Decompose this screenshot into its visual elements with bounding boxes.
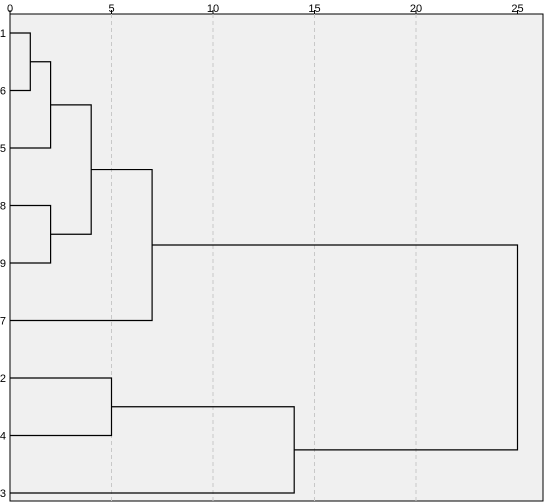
leaf-label-3: 3	[0, 488, 6, 500]
x-tick-label: 15	[308, 3, 320, 15]
x-tick-label: 0	[7, 3, 13, 15]
plot-area	[9, 13, 544, 502]
link-H	[152, 244, 519, 451]
x-tick-label: 10	[207, 3, 219, 15]
x-tick-label: 20	[410, 3, 422, 15]
leaf-label-1: 1	[0, 28, 6, 40]
leaf-label-5: 5	[0, 143, 6, 155]
dendrogram-links	[10, 32, 519, 494]
x-tick-label: 25	[511, 3, 523, 15]
leaf-label-7: 7	[0, 316, 6, 328]
leaf-label-2: 2	[0, 373, 6, 385]
leaf-labels: 1 6 5 8 9 7 2 4 3	[0, 28, 6, 500]
leaf-label-4: 4	[0, 431, 6, 443]
x-tick-label: 5	[108, 3, 114, 15]
leaf-label-9: 9	[0, 258, 6, 270]
leaf-label-6: 6	[0, 86, 6, 98]
x-axis-ticks: 0 5 10 15 20 25	[7, 3, 524, 15]
leaf-label-8: 8	[0, 201, 6, 213]
